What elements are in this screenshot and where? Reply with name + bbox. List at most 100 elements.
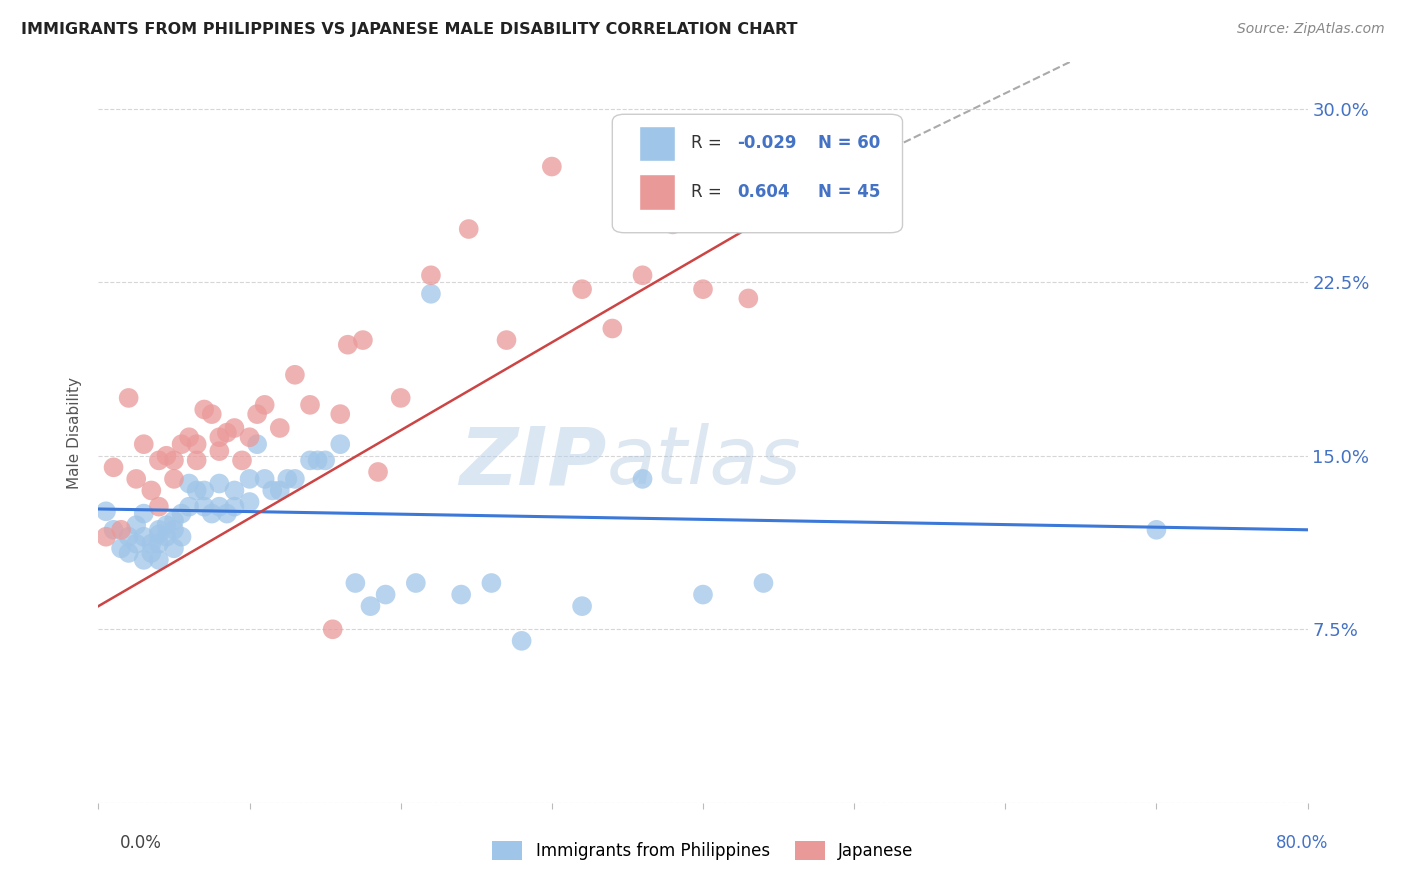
Point bbox=[118, 546, 141, 560]
Point bbox=[540, 160, 562, 174]
Point bbox=[224, 500, 246, 514]
Point bbox=[450, 588, 472, 602]
FancyBboxPatch shape bbox=[613, 114, 903, 233]
Point bbox=[631, 472, 654, 486]
Point bbox=[170, 437, 193, 451]
Point bbox=[737, 292, 759, 306]
Point bbox=[661, 218, 683, 232]
Text: R =: R = bbox=[690, 183, 733, 201]
Point bbox=[692, 588, 714, 602]
Y-axis label: Male Disability: Male Disability bbox=[67, 376, 83, 489]
Point bbox=[201, 507, 224, 521]
Point bbox=[253, 398, 276, 412]
Point bbox=[103, 460, 125, 475]
Text: R =: R = bbox=[690, 135, 727, 153]
Point bbox=[307, 453, 329, 467]
Point bbox=[571, 599, 593, 614]
Point bbox=[299, 398, 322, 412]
FancyBboxPatch shape bbox=[638, 174, 675, 210]
Point bbox=[186, 437, 208, 451]
Point bbox=[193, 500, 215, 514]
Point bbox=[284, 472, 307, 486]
Text: Source: ZipAtlas.com: Source: ZipAtlas.com bbox=[1237, 22, 1385, 37]
Point bbox=[148, 523, 170, 537]
Text: N = 60: N = 60 bbox=[818, 135, 880, 153]
Point bbox=[193, 483, 215, 498]
Point bbox=[110, 541, 132, 556]
Point bbox=[132, 530, 155, 544]
Point bbox=[844, 206, 866, 220]
Point bbox=[170, 530, 193, 544]
Point bbox=[374, 588, 396, 602]
Point bbox=[201, 407, 224, 421]
Point bbox=[284, 368, 307, 382]
Point bbox=[344, 576, 367, 591]
Point bbox=[239, 430, 262, 444]
Point bbox=[132, 437, 155, 451]
Point bbox=[314, 453, 336, 467]
Text: ZIP: ZIP bbox=[458, 423, 606, 501]
Point bbox=[495, 333, 517, 347]
Point bbox=[389, 391, 412, 405]
Point bbox=[118, 391, 141, 405]
Point bbox=[155, 530, 177, 544]
Point bbox=[510, 633, 533, 648]
Point bbox=[118, 530, 141, 544]
Point bbox=[132, 553, 155, 567]
Point bbox=[163, 523, 186, 537]
Point bbox=[246, 437, 269, 451]
Point bbox=[163, 453, 186, 467]
Point bbox=[163, 541, 186, 556]
Point bbox=[352, 333, 374, 347]
Point bbox=[276, 472, 298, 486]
Text: N = 45: N = 45 bbox=[818, 183, 880, 201]
Point bbox=[125, 518, 148, 533]
Point bbox=[631, 268, 654, 283]
Point bbox=[299, 453, 322, 467]
Point bbox=[141, 536, 163, 550]
Point bbox=[752, 576, 775, 591]
Point bbox=[322, 622, 344, 636]
Point bbox=[457, 222, 479, 236]
Point bbox=[215, 425, 238, 440]
Point bbox=[269, 483, 291, 498]
Point bbox=[170, 507, 193, 521]
Point bbox=[148, 453, 170, 467]
Point bbox=[336, 337, 359, 351]
Point bbox=[141, 483, 163, 498]
Point bbox=[179, 430, 201, 444]
Point bbox=[125, 472, 148, 486]
Point bbox=[239, 495, 262, 509]
Point bbox=[231, 453, 253, 467]
Point bbox=[208, 430, 231, 444]
Point bbox=[193, 402, 215, 417]
Point bbox=[125, 536, 148, 550]
Legend: Immigrants from Philippines, Japanese: Immigrants from Philippines, Japanese bbox=[484, 832, 922, 869]
Point bbox=[148, 500, 170, 514]
Point bbox=[224, 483, 246, 498]
Point bbox=[148, 527, 170, 541]
Point bbox=[94, 504, 117, 518]
Point bbox=[110, 523, 132, 537]
Point bbox=[208, 500, 231, 514]
Point bbox=[360, 599, 382, 614]
Point bbox=[367, 465, 389, 479]
Point bbox=[1144, 523, 1167, 537]
Point bbox=[155, 449, 177, 463]
Point bbox=[405, 576, 427, 591]
Point bbox=[269, 421, 291, 435]
Point bbox=[692, 282, 714, 296]
Point bbox=[148, 553, 170, 567]
Point bbox=[246, 407, 269, 421]
Point bbox=[481, 576, 503, 591]
Point bbox=[329, 437, 352, 451]
Point bbox=[215, 507, 238, 521]
Point bbox=[239, 472, 262, 486]
Point bbox=[148, 536, 170, 550]
Point bbox=[103, 523, 125, 537]
Text: 0.0%: 0.0% bbox=[120, 834, 162, 852]
Point bbox=[420, 268, 443, 283]
Text: 80.0%: 80.0% bbox=[1277, 834, 1329, 852]
FancyBboxPatch shape bbox=[638, 126, 675, 161]
Point bbox=[571, 282, 593, 296]
